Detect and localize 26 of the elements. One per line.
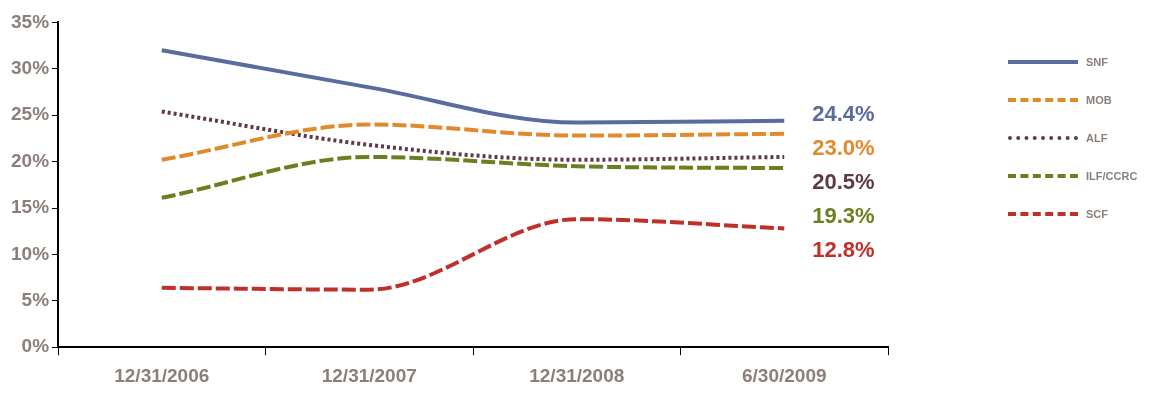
line-series: [159, 122, 787, 162]
x-tick-label: 12/31/2008: [529, 364, 625, 386]
data-label: 12.8%: [812, 236, 875, 262]
x-tick-label: 12/31/2006: [114, 364, 210, 386]
line-series: [159, 217, 787, 292]
data-label: 24.4%: [812, 100, 875, 126]
data-label: 19.3%: [812, 202, 875, 228]
line-series: [159, 109, 787, 162]
y-tick-label: 0%: [21, 335, 50, 357]
x-tick-label: 12/31/2007: [321, 364, 417, 386]
text: SNF: [1086, 56, 1108, 68]
text: ALF: [1086, 132, 1108, 144]
y-tick-label: 15%: [11, 196, 50, 218]
line-series: [159, 48, 787, 125]
y-tick-label: 10%: [11, 242, 50, 264]
text: SCF: [1086, 208, 1108, 220]
y-tick-label: 5%: [21, 289, 50, 311]
y-tick-label: 35%: [11, 10, 50, 32]
x-tick-label: 6/30/2009: [741, 364, 827, 386]
y-tick-label: 30%: [11, 57, 50, 79]
data-label: 20.5%: [812, 168, 875, 194]
y-tick-label: 20%: [11, 149, 50, 171]
text: ILF/CCRC: [1086, 170, 1138, 182]
y-tick-label: 25%: [11, 103, 50, 125]
data-label: 23.0%: [812, 134, 875, 160]
text: MOB: [1086, 94, 1112, 106]
